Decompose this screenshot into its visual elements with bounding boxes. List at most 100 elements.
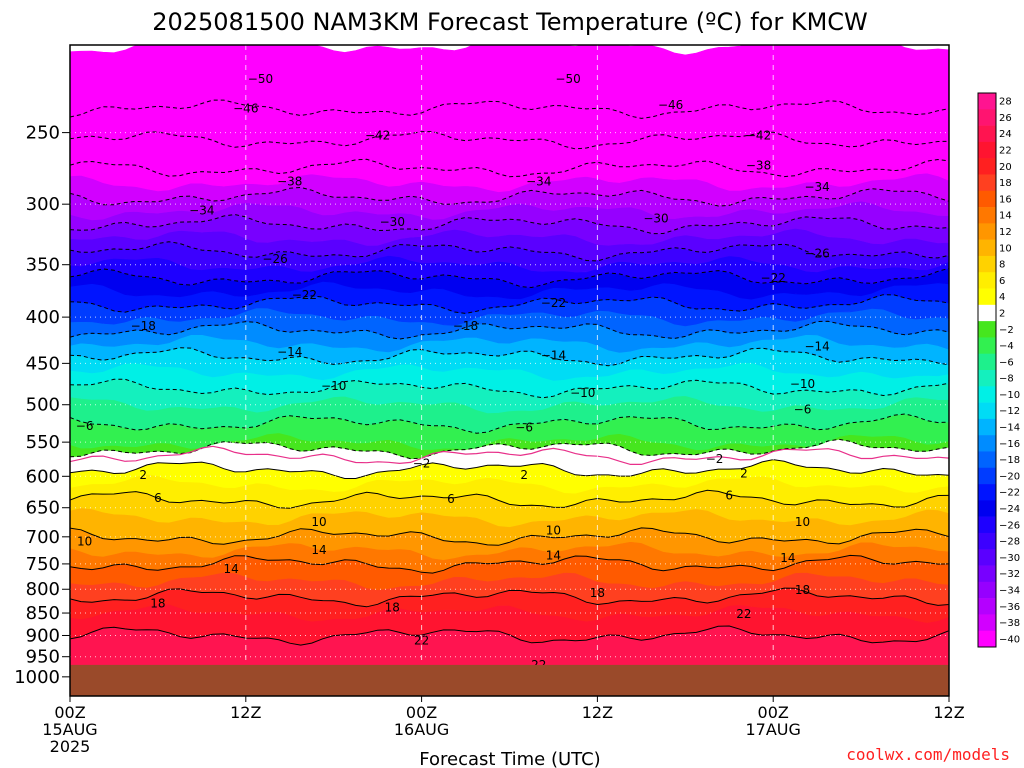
contour-line-m38 [70, 186, 949, 207]
contour-label-34: 6 [154, 491, 162, 505]
contour-label-24: −10 [570, 386, 595, 400]
contour-label-22: −14 [541, 348, 566, 362]
contour-label-17: −22 [541, 296, 566, 310]
grid-lines [70, 45, 949, 696]
colorbar-swatch-5 [978, 174, 996, 192]
contour-label-text: 10 [795, 515, 810, 529]
contour-line-22 [70, 625, 949, 646]
colorbar-label-4: 20 [999, 162, 1012, 173]
contour-line-m22 [70, 294, 949, 314]
contour-label-5: −42 [746, 129, 771, 143]
colorbar-label-33: −40 [999, 634, 1020, 645]
colorbar-label-22: −18 [999, 455, 1020, 466]
contour-label-12: −30 [643, 211, 668, 225]
contour-label-48: 18 [385, 600, 400, 614]
colorbar-label-5: 18 [999, 178, 1012, 189]
y-tick-label-700: 700 [26, 527, 60, 548]
contour-line-m2 [70, 438, 949, 460]
contour-line-18 [70, 587, 949, 608]
y-tick-label-300: 300 [26, 194, 60, 215]
contour-label-text: 14 [224, 562, 239, 576]
contour-label-text: 10 [77, 534, 92, 548]
contour-line-m6 [70, 413, 949, 434]
colorbar-label-17: −8 [999, 374, 1014, 385]
temperature-bands [70, 45, 949, 696]
contour-label-49: 22 [736, 607, 751, 621]
contour-label-text: −22 [761, 271, 786, 285]
contour-label-text: 14 [546, 548, 561, 562]
x-tick-label-48-1: 17AUG [745, 720, 800, 739]
contour-label-text: 10 [546, 524, 561, 538]
contour-label-15: −22 [761, 271, 786, 285]
colorbar-label-8: 12 [999, 227, 1012, 238]
contour-label-47: 18 [150, 597, 165, 611]
contour-line-m10 [70, 378, 949, 399]
colorbar-swatch-14 [978, 321, 996, 338]
contour-label-23: −10 [321, 379, 346, 393]
colorbar-swatch-11 [978, 272, 996, 289]
colorbar-swatch-1 [978, 109, 996, 126]
contour-label-text: −30 [643, 211, 668, 225]
colorbar-label-18: −10 [999, 390, 1020, 401]
y-tick-label-1000: 1000 [14, 667, 60, 688]
x-tick-label-0-0: 00Z [54, 703, 85, 722]
contour-label-text: −42 [746, 129, 771, 143]
y-tick-label-750: 750 [26, 554, 60, 575]
colorbar-swatch-2 [978, 125, 996, 143]
contour-label-text: −10 [321, 379, 346, 393]
x-tick-label-36-0: 12Z [582, 703, 613, 722]
y-axis-ticks: 2503003504004505005506006507007508008509… [14, 123, 70, 688]
contour-label-19: −18 [453, 319, 478, 333]
y-tick-label-950: 950 [26, 647, 60, 668]
contour-label-36: 6 [725, 488, 733, 502]
y-tick-label-650: 650 [26, 498, 60, 519]
colorbar-swatch-3 [978, 141, 996, 159]
colorbar-label-26: −26 [999, 520, 1020, 531]
contour-label-2: −46 [233, 101, 258, 115]
contour-label-text: 6 [154, 491, 162, 505]
colorbar-label-27: −28 [999, 537, 1020, 548]
colorbar: 28 26 24 22 20 18 16 14 12 10 8 6 4 2 −2 −4 −6 −8 −10 −12 −1… [977, 92, 1020, 648]
colorbar-label-11: 6 [999, 276, 1005, 287]
contour-label-text: 18 [795, 583, 810, 597]
contour-label-text: 10 [311, 515, 326, 529]
colorbar-label-7: 14 [999, 211, 1012, 222]
contour-label-text: −46 [233, 101, 258, 115]
colorbar-label-15: −4 [999, 341, 1014, 352]
contour-label-20: −14 [804, 339, 829, 353]
colorbar-label-29: −32 [999, 569, 1020, 580]
x-tick-label-0-2: 2025 [50, 737, 91, 756]
contour-label-27: −6 [515, 421, 533, 435]
colorbar-swatch-7 [978, 207, 996, 224]
contour-line-m46 [70, 131, 949, 150]
contour-labels: −50 −50 −46 −46 −42 −42 −38 −38 −34 −34 −34 −30 −30 −… [76, 72, 830, 672]
contour-label-text: 2 [139, 468, 147, 482]
contour-label-text: −18 [131, 319, 156, 333]
y-tick-label-350: 350 [26, 255, 60, 276]
x-tick-label-24-1: 16AUG [394, 720, 449, 739]
contour-label-6: −38 [746, 159, 771, 173]
x-tick-label-0-1: 15AUG [42, 720, 97, 739]
contour-label-text: −30 [380, 215, 405, 229]
colorbar-frame [977, 92, 997, 648]
contour-label-0: −50 [248, 72, 273, 86]
contour-line-m14 [70, 347, 949, 367]
contour-label-text: 6 [447, 492, 455, 506]
contour-label-1: −50 [555, 72, 580, 86]
colorbar-swatch-18 [978, 386, 996, 403]
contour-label-text: −6 [515, 421, 533, 435]
colorbar-label-16: −6 [999, 357, 1014, 368]
contour-label-text: −6 [794, 402, 812, 416]
colorbar-label-14: −2 [999, 325, 1014, 336]
contour-label-46: 18 [795, 583, 810, 597]
contour-label-44: 14 [780, 551, 795, 565]
y-tick-label-550: 550 [26, 432, 60, 453]
contour-label-text: −34 [804, 180, 829, 194]
chart-title: 2025081500 NAM3KM Forecast Temperature (… [152, 8, 868, 36]
contour-label-text: −14 [277, 345, 302, 359]
contour-label-35: 6 [447, 492, 455, 506]
contour-label-7: −38 [277, 174, 302, 188]
colorbar-swatch-13 [978, 304, 996, 322]
contour-label-33: 2 [740, 467, 748, 481]
